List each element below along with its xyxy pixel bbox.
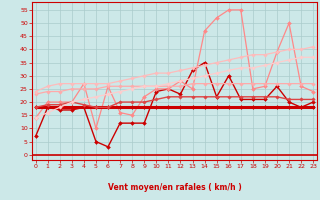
X-axis label: Vent moyen/en rafales ( km/h ): Vent moyen/en rafales ( km/h ) [108, 183, 241, 192]
